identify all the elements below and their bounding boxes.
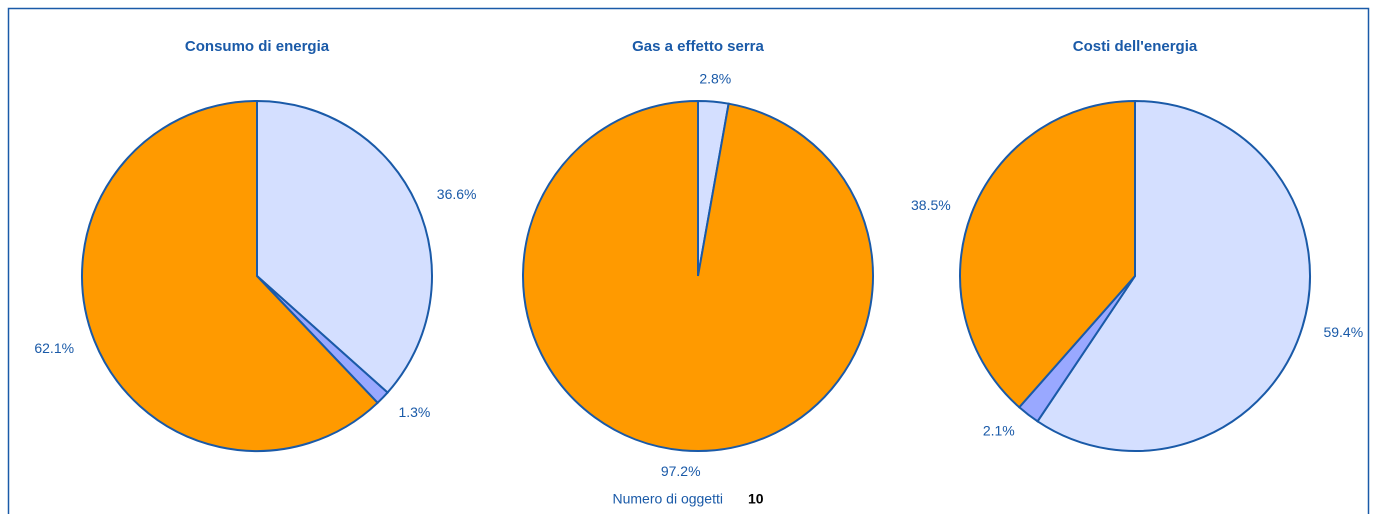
chart-title: Gas a effetto serra — [632, 38, 764, 55]
frame — [7, 7, 1370, 514]
value-label: 1.3% — [398, 404, 430, 420]
value-label: 2.1% — [983, 423, 1015, 439]
footer-value: 10 — [748, 491, 764, 507]
value-label: 62.1% — [34, 340, 74, 356]
pie-slice — [81, 99, 380, 452]
value-label: 97.2% — [661, 463, 701, 479]
value-label: 38.5% — [911, 197, 951, 213]
value-label: 2.8% — [699, 70, 731, 86]
pie-slice — [1036, 99, 1311, 452]
footer-label: Numero di oggetti — [612, 491, 723, 507]
pie-slice — [256, 99, 433, 394]
chart-title: Consumo di energia — [185, 38, 330, 55]
value-label: 59.4% — [1323, 324, 1363, 340]
pie-slice — [522, 99, 874, 452]
value-label: 36.6% — [437, 186, 477, 202]
pie-slice — [959, 99, 1136, 409]
chart-title: Costi dell'energia — [1073, 38, 1198, 55]
